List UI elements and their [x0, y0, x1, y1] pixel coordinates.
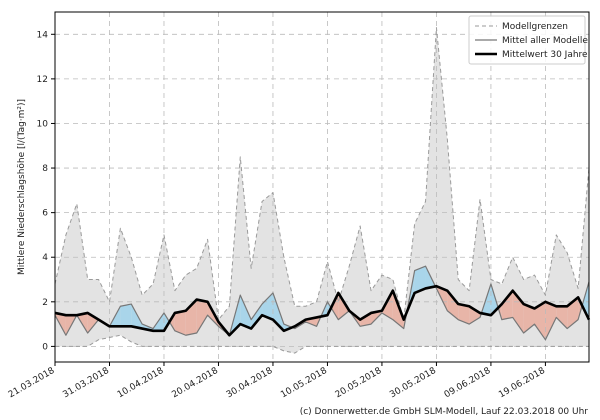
- legend-label: Mittelwert 30 Jahre: [502, 50, 588, 60]
- deviation-area: [469, 306, 481, 325]
- legend-box: [468, 15, 586, 65]
- deviation-area: [331, 292, 339, 320]
- plot-frame: [54, 11, 590, 363]
- footer: (c) Donnerwetter.de GmbH SLM-Modell, Lau…: [300, 407, 589, 417]
- legend-label: Modellgrenzen: [502, 22, 568, 32]
- y-tick-label: 12: [37, 75, 48, 85]
- deviation-area: [174, 310, 186, 336]
- y-axis-label: Mittlere Niederschlagshöhe [l/(Tag·m²)]: [17, 99, 27, 275]
- deviation-area: [545, 301, 557, 340]
- y-tick-label: 8: [42, 164, 48, 174]
- series-line: [54, 27, 590, 321]
- model-range-band: [55, 27, 589, 354]
- deviation-area: [458, 304, 470, 325]
- y-tick-label: 0: [42, 342, 48, 352]
- series-line: [54, 265, 590, 341]
- deviation-area: [360, 312, 372, 327]
- deviation-area: [501, 290, 513, 320]
- y-tick-label: 6: [42, 209, 48, 219]
- deviation-area: [262, 292, 273, 320]
- y-tick-label: 4: [42, 253, 48, 263]
- deviation-area: [414, 266, 426, 293]
- deviation-area: [196, 299, 208, 334]
- deviation-area: [240, 295, 252, 329]
- y-tick-label: 10: [37, 119, 49, 129]
- series-line: [55, 334, 589, 354]
- deviation-area: [534, 301, 546, 340]
- y-tick-label: 2: [42, 298, 48, 308]
- deviation-area: [582, 281, 589, 320]
- legend-label: Mittel aller Modelle: [502, 36, 588, 46]
- deviation-area: [120, 304, 132, 327]
- series-line: [54, 284, 591, 337]
- y-tick-label: 14: [37, 30, 49, 40]
- deviation-area: [251, 304, 263, 329]
- deviation-area: [556, 306, 568, 329]
